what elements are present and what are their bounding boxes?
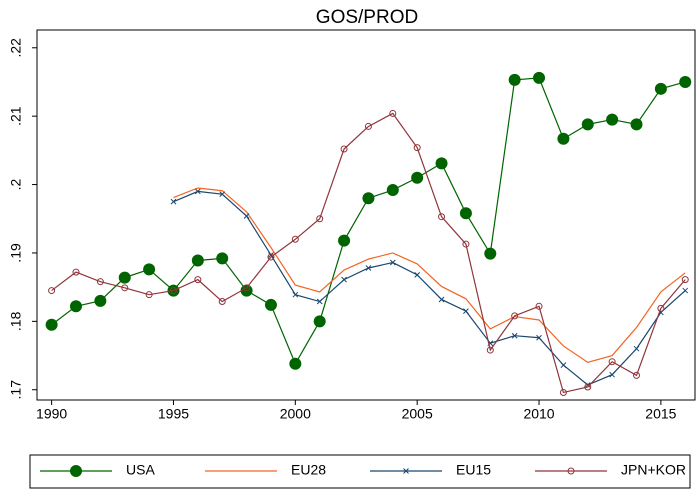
point xyxy=(581,118,594,131)
point xyxy=(386,184,399,197)
point xyxy=(389,259,396,266)
point xyxy=(194,188,201,195)
point xyxy=(243,284,251,292)
y-tick-label: .21 xyxy=(8,106,24,126)
legend-marker xyxy=(567,467,575,475)
point xyxy=(191,254,204,267)
point xyxy=(364,122,372,130)
point xyxy=(535,302,543,310)
point xyxy=(96,278,104,286)
point xyxy=(316,215,324,223)
point xyxy=(557,132,570,145)
point xyxy=(511,312,519,320)
x-tick-label: 1995 xyxy=(158,406,189,422)
point xyxy=(508,73,521,86)
point xyxy=(606,113,619,126)
series-line xyxy=(173,187,686,364)
legend-label: EU15 xyxy=(456,462,491,478)
point xyxy=(462,240,470,248)
point xyxy=(560,362,567,368)
point xyxy=(219,191,226,197)
point xyxy=(94,294,107,307)
legend-marker xyxy=(70,465,82,477)
point xyxy=(633,345,640,352)
point xyxy=(463,308,469,314)
point xyxy=(362,192,375,205)
point xyxy=(72,268,80,276)
point xyxy=(414,271,421,278)
y-tick-label: .17 xyxy=(8,380,24,400)
point xyxy=(365,265,372,271)
x-tick-label: 2015 xyxy=(645,406,676,422)
point xyxy=(654,82,667,95)
point xyxy=(435,157,448,170)
point xyxy=(484,247,497,260)
y-tick-label: .2 xyxy=(8,179,24,191)
point xyxy=(121,284,129,292)
legend-label: EU28 xyxy=(291,462,326,478)
point xyxy=(413,144,421,152)
point xyxy=(194,276,202,284)
point xyxy=(267,253,275,261)
point xyxy=(657,304,665,312)
point xyxy=(438,296,445,303)
point xyxy=(313,315,326,328)
point xyxy=(243,213,250,219)
y-tick-label: .22 xyxy=(8,38,24,58)
point xyxy=(218,298,226,306)
point xyxy=(118,271,131,284)
point xyxy=(264,298,277,311)
point xyxy=(216,252,229,265)
x-tick-label: 1990 xyxy=(36,406,67,422)
point xyxy=(608,358,616,366)
series-line xyxy=(173,190,686,386)
legend-label: JPN+KOR xyxy=(621,462,686,478)
point xyxy=(169,287,177,295)
point xyxy=(682,287,689,294)
point xyxy=(630,118,643,131)
point xyxy=(609,371,615,378)
legend-label: USA xyxy=(126,462,155,478)
chart-title: GOS/PROD xyxy=(316,7,418,28)
point xyxy=(48,287,56,295)
x-tick-label: 2005 xyxy=(402,406,433,422)
point xyxy=(289,357,302,370)
series-line xyxy=(51,112,686,394)
point xyxy=(340,145,348,153)
point xyxy=(145,291,153,299)
point xyxy=(681,276,689,284)
point xyxy=(338,234,351,247)
point xyxy=(584,382,591,388)
point xyxy=(584,383,592,391)
point xyxy=(268,252,274,258)
point xyxy=(389,109,397,117)
point xyxy=(559,388,567,396)
point xyxy=(69,300,82,313)
point xyxy=(459,207,472,220)
point xyxy=(45,318,58,331)
x-tick-label: 2000 xyxy=(280,406,311,422)
point xyxy=(633,371,641,379)
point xyxy=(679,75,692,88)
x-tick-label: 2010 xyxy=(523,406,554,422)
point xyxy=(170,198,177,205)
point xyxy=(533,71,546,84)
y-tick-label: .19 xyxy=(8,243,24,263)
point xyxy=(341,276,347,283)
point xyxy=(291,235,299,243)
point xyxy=(511,332,518,339)
point xyxy=(536,334,542,341)
point xyxy=(143,263,156,276)
point xyxy=(316,298,323,305)
legend-marker xyxy=(403,468,409,474)
y-tick-label: .18 xyxy=(8,311,24,331)
point xyxy=(411,171,424,184)
plot-frame xyxy=(36,29,696,401)
point xyxy=(438,213,446,221)
point xyxy=(292,291,299,298)
point xyxy=(486,346,494,354)
